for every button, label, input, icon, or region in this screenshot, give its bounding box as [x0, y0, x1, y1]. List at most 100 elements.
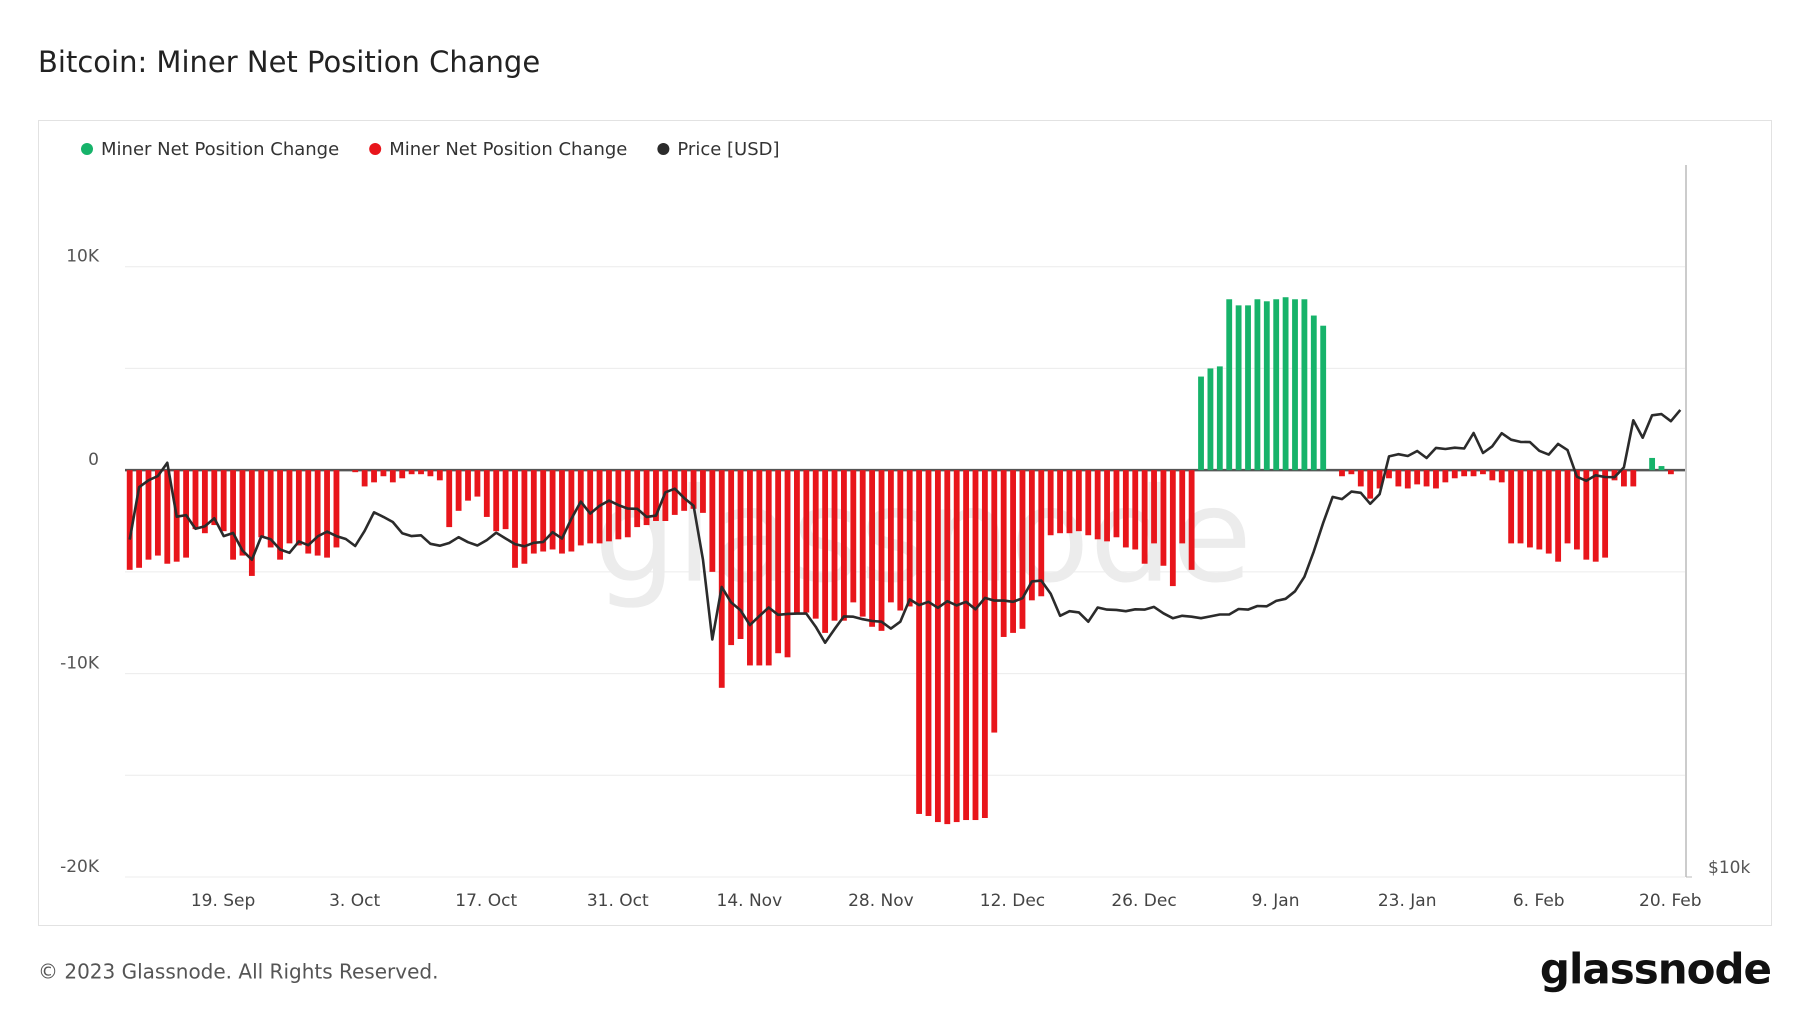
bar — [1602, 470, 1609, 558]
bar — [1094, 470, 1101, 540]
bar — [154, 470, 161, 556]
bar — [324, 470, 330, 558]
bar — [474, 470, 481, 497]
bar — [897, 470, 904, 611]
bar — [1423, 470, 1430, 487]
bar — [841, 470, 847, 621]
bar — [653, 470, 659, 521]
bar — [831, 470, 838, 621]
bar — [1414, 470, 1421, 485]
bar — [1207, 368, 1214, 471]
y2-tick-label: $10k — [1708, 858, 1750, 878]
bar — [1245, 305, 1251, 471]
legend-label: Miner Net Position Change — [389, 139, 627, 160]
bar — [1630, 470, 1637, 487]
bar — [230, 470, 236, 560]
bar — [408, 470, 415, 475]
bar — [944, 470, 951, 825]
bar — [1273, 299, 1280, 471]
bar — [643, 470, 650, 526]
bar — [624, 470, 631, 538]
bar — [850, 470, 857, 603]
bar — [389, 470, 396, 483]
bar — [1489, 470, 1496, 481]
x-tick-label: 28. Nov — [848, 891, 914, 911]
bar — [136, 470, 143, 568]
bar — [671, 470, 678, 515]
bar — [878, 470, 885, 631]
bar — [1047, 470, 1054, 536]
bar — [1292, 299, 1298, 471]
bar — [822, 470, 829, 633]
bar — [1527, 470, 1533, 548]
logo: glassnode — [1540, 945, 1771, 994]
legend-marker — [657, 143, 670, 155]
bar — [1066, 470, 1073, 534]
bar — [869, 470, 876, 627]
bar — [192, 470, 199, 530]
bar — [549, 470, 556, 550]
bar — [1132, 470, 1139, 550]
bar — [1545, 470, 1552, 554]
bar — [258, 470, 265, 538]
bar — [1113, 470, 1120, 538]
bar — [1263, 301, 1270, 471]
legend-marker — [369, 143, 382, 155]
bar — [1433, 470, 1439, 489]
bar — [286, 470, 293, 544]
bar — [906, 470, 913, 607]
bar — [1536, 470, 1543, 550]
bar — [493, 470, 500, 532]
x-tick-label: 12. Dec — [980, 891, 1045, 911]
bar — [934, 470, 941, 823]
bar — [1404, 470, 1411, 489]
bar — [164, 470, 171, 564]
bar — [521, 470, 528, 564]
x-tick-label: 17. Oct — [455, 891, 517, 911]
bar — [1188, 470, 1195, 570]
bar — [1000, 470, 1007, 637]
bar — [455, 470, 462, 511]
bar — [1658, 466, 1665, 471]
bar — [1395, 470, 1402, 487]
bar — [201, 470, 208, 534]
bar — [1141, 470, 1148, 564]
bar — [812, 470, 819, 619]
bar — [418, 470, 424, 475]
bar — [1574, 470, 1580, 550]
x-tick-label: 14. Nov — [717, 891, 783, 911]
bar — [953, 470, 960, 823]
y-tick-label: 0 — [88, 450, 99, 470]
x-tick-label: 26. Dec — [1111, 891, 1176, 911]
bar — [765, 470, 772, 666]
bar — [1517, 470, 1524, 544]
bar — [436, 470, 443, 481]
bar — [1301, 299, 1308, 471]
bar — [1104, 470, 1110, 542]
y-tick-label: -10K — [60, 654, 100, 674]
bar — [859, 470, 866, 617]
y-tick-label: -20K — [60, 857, 100, 877]
x-tick-label: 9. Jan — [1252, 891, 1300, 911]
x-tick-label: 31. Oct — [587, 891, 649, 911]
bar — [371, 470, 377, 483]
bar — [465, 470, 471, 501]
bar — [1480, 470, 1486, 475]
bar — [916, 470, 923, 814]
bar — [502, 470, 509, 530]
bar — [1075, 470, 1082, 532]
bar — [681, 470, 688, 511]
bar — [784, 470, 791, 658]
x-tick-label: 6. Feb — [1513, 891, 1565, 911]
bar — [775, 470, 782, 654]
bar — [1376, 470, 1383, 489]
bar — [1179, 470, 1186, 544]
bar — [568, 470, 575, 552]
bar — [267, 470, 274, 548]
bar — [1461, 470, 1468, 477]
bar — [1621, 470, 1627, 487]
x-tick-label: 20. Feb — [1639, 891, 1702, 911]
bar — [1592, 470, 1599, 562]
bar — [530, 470, 537, 554]
bar — [333, 470, 340, 548]
